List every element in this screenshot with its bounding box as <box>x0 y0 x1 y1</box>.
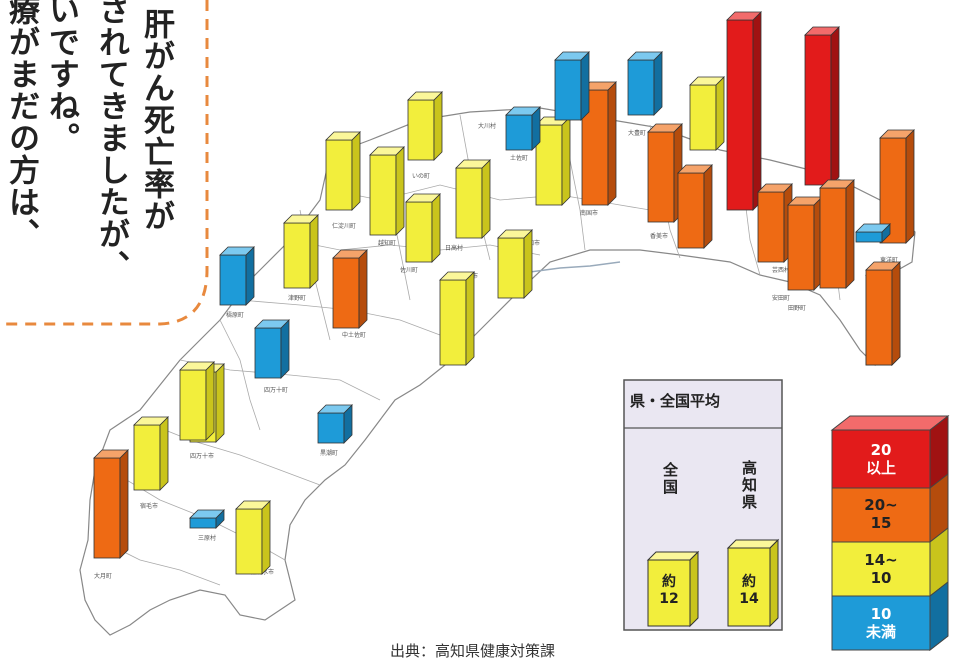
town-label: 大豊町 <box>628 129 646 137</box>
town-label: 田野町 <box>788 304 806 312</box>
town-label: 日高村 <box>445 244 463 252</box>
municipality-bar-yellow <box>235 500 271 575</box>
legend-red-label: 20 以上 <box>831 441 931 477</box>
municipality-bar-blue <box>505 106 541 151</box>
bars-layer <box>93 11 915 575</box>
municipality-bar-orange <box>757 183 793 263</box>
municipality-bar-yellow <box>369 146 405 236</box>
municipality-bar-orange <box>332 249 368 329</box>
legend-red-line2: 以上 <box>865 459 896 477</box>
message-line-4: 肝がん死亡率が <box>138 8 174 232</box>
municipality-bar-yellow <box>535 116 571 206</box>
municipality-bar-blue <box>554 51 590 121</box>
town-label: 中土佐町 <box>342 331 366 339</box>
town-label: 土佐町 <box>510 154 528 162</box>
national-value: 約 12 <box>651 574 687 608</box>
municipality-bar-blue <box>627 51 663 116</box>
municipality-bar-yellow <box>455 159 491 239</box>
municipality-bar-yellow <box>407 91 443 161</box>
average-box-title: 県・全国平均 <box>630 392 721 410</box>
town-label: 三原村 <box>198 534 216 542</box>
town-label: 香美市 <box>650 232 668 240</box>
national-value-prefix: 約 <box>662 574 676 590</box>
municipality-bar-blue <box>317 404 353 444</box>
message-line-2: いですね。 <box>43 0 79 154</box>
kochi-label: 高知県 <box>740 460 758 511</box>
speech-bubble-border <box>0 0 209 326</box>
municipality-bar-yellow <box>439 271 475 366</box>
legend-blue-label: 10 未満 <box>831 605 931 641</box>
town-label: 東洋町 <box>880 256 898 264</box>
town-label: いの町 <box>412 173 430 180</box>
legend-orange-line2: 15 <box>870 514 892 532</box>
municipality-bar-yellow <box>405 193 441 263</box>
legend-yellow-line2: 10 <box>870 569 892 587</box>
average-national-cuboid <box>646 550 700 628</box>
municipality-bar-yellow <box>179 361 215 441</box>
kochi-value-number: 14 <box>739 591 759 607</box>
national-label: 全国 <box>661 462 679 496</box>
municipality-bar-yellow <box>283 214 319 289</box>
legend-yellow-line1: 14~ <box>864 551 898 569</box>
national-value-number: 12 <box>659 591 679 607</box>
legend-orange-label: 20~ 15 <box>831 496 931 532</box>
municipality-bar-blue <box>219 246 255 306</box>
average-kochi-cuboid <box>726 538 780 628</box>
municipality-bar-blue <box>855 223 891 243</box>
municipality-bar-yellow <box>689 76 725 151</box>
municipality-bar-orange <box>787 196 823 291</box>
legend-blue-line2: 未満 <box>865 623 896 641</box>
municipality-bar-red <box>804 26 840 186</box>
town-label: 芸西村 <box>772 266 790 274</box>
town-label: 安田町 <box>772 294 790 302</box>
town-label: 大月町 <box>94 572 112 580</box>
town-label: 越知町 <box>378 239 396 247</box>
town-label: 津野町 <box>288 294 306 302</box>
municipality-bar-yellow <box>133 416 169 491</box>
legend-red-line1: 20 <box>870 441 892 459</box>
municipality-bar-blue <box>189 509 225 529</box>
legend-blue-line1: 10 <box>870 605 892 623</box>
legend-yellow-label: 14~ 10 <box>831 551 931 587</box>
town-label: 四万十市 <box>190 452 214 460</box>
town-label: 大川村 <box>478 122 496 130</box>
municipality-bar-orange <box>819 179 855 289</box>
municipality-bar-blue <box>254 319 290 379</box>
town-label: 南国市 <box>580 209 598 217</box>
legend-orange-line1: 20~ <box>864 496 898 514</box>
municipality-bar-orange <box>865 261 901 366</box>
kochi-value: 約 14 <box>731 574 767 608</box>
town-label: 佐川町 <box>400 266 418 274</box>
message-line-3: されてきましたが、 <box>93 0 129 282</box>
municipality-bar-orange <box>677 164 713 249</box>
municipality-bar-yellow <box>325 131 361 211</box>
municipality-bar-orange <box>93 449 129 559</box>
town-label: 仁淀川町 <box>332 222 356 230</box>
town-label: 宿毛市 <box>140 502 158 510</box>
kochi-value-prefix: 約 <box>742 574 756 590</box>
town-label: 檮原町 <box>226 311 244 319</box>
municipality-bar-orange <box>879 129 915 244</box>
source-note: 出典：高知県健康対策課 <box>390 642 556 660</box>
municipality-bar-yellow <box>497 229 533 299</box>
town-label: 黒潮町 <box>320 449 338 457</box>
municipality-bar-orange <box>647 123 683 223</box>
town-label: 四万十町 <box>264 386 288 394</box>
message-line-1: 療がまだの方は、 <box>3 0 39 250</box>
legend-stack <box>830 414 950 652</box>
municipality-bar-red <box>726 11 762 211</box>
